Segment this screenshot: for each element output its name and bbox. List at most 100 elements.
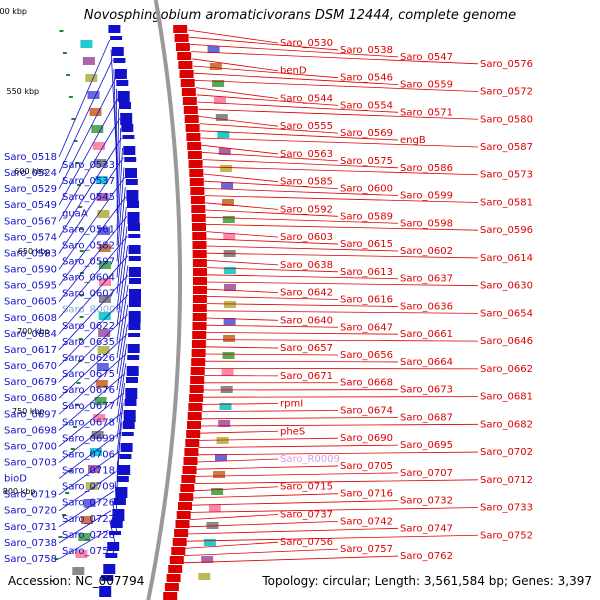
- gene-label-right: Saro_0616: [340, 295, 393, 306]
- gene-label-left: Saro_0758: [4, 554, 57, 565]
- leader-line-right: [206, 324, 339, 328]
- reverse-gene-mark: [119, 454, 132, 459]
- gene-label-right: Saro_0580: [480, 114, 533, 125]
- cog-block: [215, 454, 227, 461]
- forward-gene-mark: [192, 295, 207, 303]
- leader-line-left: [116, 461, 118, 503]
- forward-gene-mark: [189, 394, 204, 402]
- reverse-gene-mark: [114, 69, 127, 79]
- gene-label-right: Saro_0573: [480, 170, 533, 181]
- reverse-gene-mark: [125, 388, 138, 399]
- gene-label-left: Saro_0617: [4, 345, 57, 356]
- gene-label-right: Saro_0657: [280, 343, 333, 354]
- reverse-gene-mark: [128, 333, 141, 337]
- leader-line-right: [193, 65, 339, 79]
- reverse-gene-mark: [113, 498, 126, 505]
- kbp-label: 700 kbp: [17, 327, 50, 336]
- tick-mark: [71, 118, 76, 120]
- gene-label-right: Saro_0687: [400, 412, 453, 423]
- reverse-gene-mark: [128, 223, 140, 231]
- tick-mark: [78, 338, 83, 340]
- cog-block: [223, 233, 236, 240]
- tick-mark: [77, 184, 81, 186]
- leader-line-right: [206, 238, 339, 245]
- leader-line-right: [185, 541, 279, 549]
- cog-block: [214, 97, 226, 104]
- reverse-gene-mark: [109, 531, 121, 535]
- cog-block: [89, 108, 102, 116]
- tick-mark: [68, 96, 73, 98]
- forward-gene-mark: [179, 493, 194, 501]
- forward-gene-mark: [183, 457, 198, 465]
- leader-line-right: [189, 514, 279, 520]
- gene-label-left: Saro_0529: [4, 184, 57, 195]
- leader-line-left: [58, 137, 122, 238]
- cog-block: [207, 46, 220, 53]
- forward-gene-mark: [192, 241, 207, 249]
- forward-gene-mark: [181, 88, 196, 96]
- gene-label-right: Saro_0547: [400, 52, 453, 63]
- leader-line-left: [116, 88, 118, 198]
- leader-line-right: [197, 451, 479, 456]
- leader-line-right: [206, 281, 479, 287]
- tick-mark: [50, 580, 55, 582]
- forward-gene-mark: [192, 232, 207, 240]
- forward-gene-mark: [191, 214, 206, 222]
- cog-block: [85, 74, 98, 82]
- gene-label-left: Saro_0518: [4, 152, 57, 163]
- leader-line-left: [58, 353, 127, 415]
- leader-line-right: [191, 500, 399, 506]
- leader-line-right: [198, 444, 399, 448]
- reverse-gene-mark: [101, 575, 114, 581]
- cog-block: [224, 284, 236, 291]
- leader-line-left: [58, 431, 121, 479]
- leader-line-left: [58, 529, 109, 560]
- tick-mark: [68, 470, 73, 472]
- reverse-gene-mark: [105, 553, 118, 558]
- cog-block: [221, 369, 234, 376]
- gene-label-right: Saro_0571: [400, 107, 453, 118]
- leader-line-left: [116, 383, 125, 439]
- tick-mark: [54, 558, 59, 560]
- cog-block: [211, 488, 224, 495]
- gene-label-left: Saro_0634: [4, 329, 57, 340]
- leader-line-right: [194, 479, 479, 484]
- leader-line-right: [204, 188, 399, 196]
- gene-label-right: Saro_0613: [340, 267, 393, 278]
- gene-label-left: Saro_0605: [4, 297, 57, 308]
- leader-line-right: [188, 521, 339, 528]
- cog-block: [222, 199, 234, 206]
- forward-gene-mark: [187, 421, 201, 429]
- reverse-gene-mark: [119, 102, 131, 109]
- forward-gene-mark: [178, 502, 192, 510]
- gene-label-right: benD: [280, 66, 307, 77]
- gene-label-right: Saro_0586: [400, 163, 453, 174]
- forward-gene-mark: [189, 178, 204, 186]
- cog-block: [95, 176, 108, 184]
- leader-line-right: [205, 216, 399, 224]
- reverse-gene-mark: [124, 157, 137, 162]
- gene-label-right: Saro_0640: [280, 315, 333, 326]
- tick-mark: [75, 162, 80, 164]
- reverse-gene-mark: [123, 410, 136, 422]
- cog-block: [219, 403, 232, 410]
- gene-label-left: Saro_0597: [62, 257, 115, 268]
- leader-line-right: [202, 159, 399, 169]
- reverse-gene-mark: [110, 36, 123, 40]
- leader-line-left: [116, 343, 128, 407]
- forward-gene-mark: [188, 403, 203, 411]
- cog-block: [215, 114, 228, 121]
- forward-gene-mark: [190, 196, 205, 204]
- gene-label-left: Saro_0755: [62, 546, 115, 557]
- reverse-gene-mark: [127, 212, 140, 224]
- gene-label-left: guaA: [62, 208, 88, 219]
- leader-line-right: [205, 202, 279, 210]
- gene-label-right: Saro_0589: [340, 211, 393, 222]
- gene-label-left: Saro_0727: [62, 514, 115, 525]
- gene-label-right: Saro_0599: [400, 191, 453, 202]
- gene-label-left: Saro_0697: [4, 409, 57, 420]
- leader-line-right: [206, 224, 479, 231]
- leader-line-left: [58, 392, 125, 447]
- leader-line-right: [186, 534, 479, 542]
- gene-label-right: Saro_0581: [480, 198, 533, 209]
